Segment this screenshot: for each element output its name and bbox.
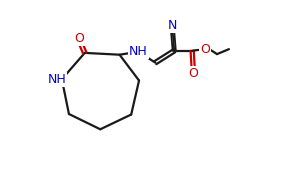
Text: O: O	[75, 32, 85, 45]
Text: O: O	[200, 43, 210, 56]
Text: NH: NH	[129, 45, 148, 58]
Text: O: O	[188, 67, 198, 80]
Text: N: N	[168, 19, 177, 32]
Text: NH: NH	[47, 73, 66, 86]
